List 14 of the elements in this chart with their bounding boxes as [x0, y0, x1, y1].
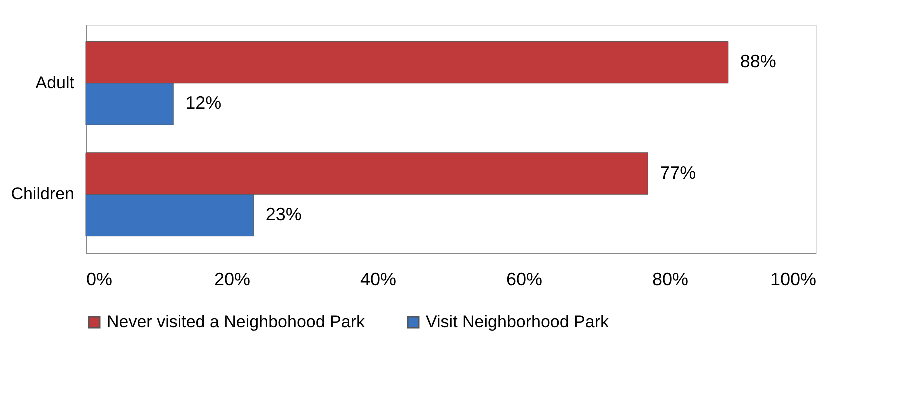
x-tick-label: 40% [360, 270, 397, 290]
x-tick-label: 20% [214, 270, 251, 290]
x-tick-label: 0% [86, 270, 113, 290]
data-label: 88% [740, 52, 776, 72]
x-tick-label: 100% [770, 270, 816, 290]
y-tick-label: Children [11, 184, 74, 204]
y-tick-label: Adult [36, 73, 75, 92]
data-label: 12% [186, 93, 222, 114]
x-tick-label: 80% [652, 270, 689, 290]
legend-label: Never visited a Neighbohood Park [107, 312, 366, 332]
data-label: 23% [266, 204, 302, 224]
x-tick-label: 60% [506, 270, 543, 290]
legend-label: Visit Neighborhood Park [426, 312, 610, 332]
data-label: 77% [660, 162, 696, 183]
